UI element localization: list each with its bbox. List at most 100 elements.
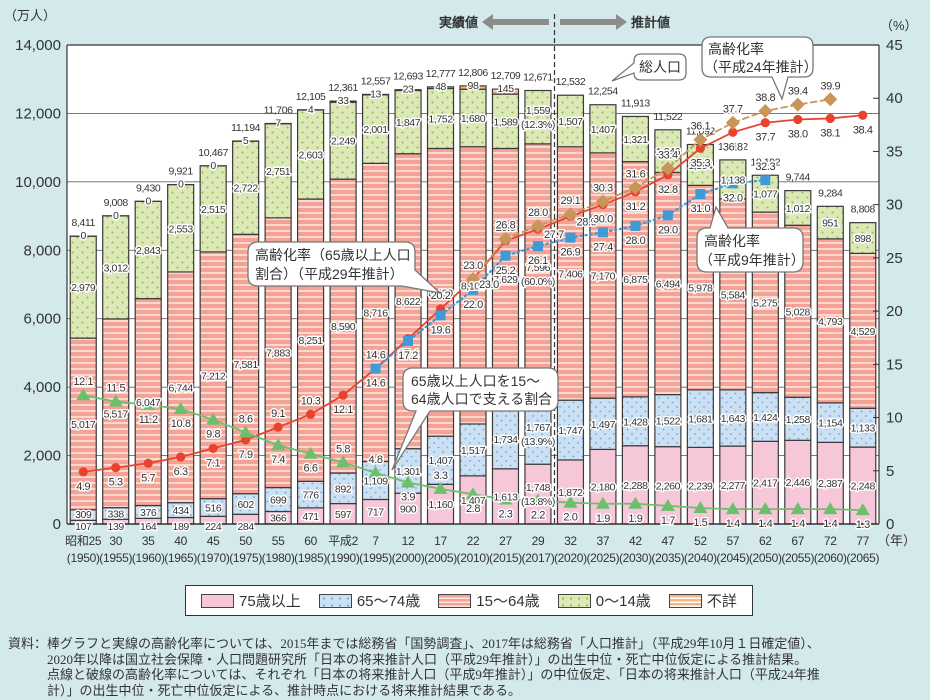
projected-values-label: 推計値	[631, 15, 670, 30]
line-value-label: 26.9	[561, 247, 581, 259]
line-value-label: 27.7	[544, 229, 564, 241]
marker-aging-rate-h9	[403, 335, 414, 346]
source-note-line: 2020年以降は国立社会保障・人口問題研究所「日本の将来推計人口（平成29年推計…	[47, 651, 808, 667]
x-tick-label-era: 35	[142, 534, 155, 548]
x-tick-label-era: 27	[499, 534, 512, 548]
bar-value-label: 2,417	[753, 478, 778, 490]
line-value-label: 27.4	[593, 241, 613, 253]
marker-support-ratio	[433, 481, 448, 494]
bar-value-label: 2,843	[136, 245, 161, 257]
bar-value-label: 951	[822, 218, 839, 230]
marker-support-ratio	[141, 397, 156, 410]
bar-segment-age75plus	[459, 475, 487, 525]
source-note-line: 計）」の出生中位・死亡中位仮定による、推計時点における将来推計結果である。	[47, 682, 521, 698]
x-tick-label-era: 22	[467, 534, 480, 548]
x-tick-label-era: 60	[304, 534, 317, 548]
bar-value-label: 8,590	[331, 321, 356, 333]
bar-value-label: 1,258	[786, 414, 811, 426]
x-tick-label-year: (2000)	[392, 551, 425, 565]
bar-segment-age0_14	[524, 89, 552, 145]
bar-total-label: 12,361	[328, 82, 358, 94]
bar-segment-age0_14	[232, 140, 260, 235]
line-value-label: 26.1	[528, 255, 548, 267]
marker-aging-rate-h29	[695, 143, 705, 153]
marker-support-ratio	[628, 496, 643, 509]
y-right-tick-label: 40	[886, 90, 903, 107]
x-tick-label-era: 52	[694, 534, 707, 548]
bar-value-label: 2,446	[786, 477, 811, 489]
line-value-label: 9.1	[271, 408, 285, 420]
callout-text: （平成24年推計）	[704, 59, 818, 75]
marker-aging-rate-h24	[530, 218, 545, 233]
bar-segment-unknown	[491, 88, 520, 95]
bar-value-label: 1,428	[623, 416, 648, 428]
line-value-label: 5.8	[336, 443, 350, 455]
bar-value-label: 3,012	[104, 262, 129, 274]
line-value-label: 32.3	[755, 161, 775, 173]
line-value-label: 1.5	[693, 517, 707, 529]
marker-support-ratio	[725, 502, 740, 515]
line-value-label: 38.1	[820, 127, 840, 139]
x-tick-label-era: 40	[174, 534, 187, 548]
bar-value-label: 1,138	[721, 174, 746, 186]
y-left-tick-label: 10,000	[15, 174, 61, 191]
bar-value-label: 602	[237, 499, 254, 511]
bar-value-label: 776	[302, 490, 319, 502]
bar-value-label: 2,180	[591, 482, 616, 494]
bar-segment-age15_64	[199, 251, 227, 500]
marker-support-ratio	[108, 394, 123, 407]
line-value-label: 39.9	[820, 80, 840, 92]
bar-segment-age75plus	[394, 492, 422, 525]
bar-value-label: 4,793	[818, 316, 843, 328]
line-value-label: 17.2	[398, 350, 418, 362]
bar-total-label: 8,808	[851, 204, 876, 216]
marker-aging-rate-h9	[532, 241, 543, 252]
bar-segment-age0_14	[329, 101, 357, 180]
line-value-label: 11.5	[106, 383, 125, 395]
bar-segment-age65_74	[654, 394, 682, 448]
bar-value-label: 1,246	[656, 146, 681, 158]
callout-text: 65歳以上人口を15～	[411, 373, 540, 389]
bar-segment-age65_74	[849, 407, 877, 448]
bar-value-label: 7,406	[558, 268, 583, 280]
legend-swatch	[557, 593, 591, 608]
bar-value-label: 4	[308, 104, 314, 116]
marker-aging-rate-h24	[790, 97, 805, 112]
bar-value-label: 2,001	[363, 124, 388, 136]
bar-total-label: 11,913	[621, 97, 650, 109]
line-value-label: 36.8	[723, 141, 743, 153]
right-axis-unit: （%）	[880, 18, 918, 33]
bar-segment-age0_14	[134, 200, 162, 300]
line-value-label: 28.0	[528, 207, 548, 219]
bar-value-label: 5,517	[104, 408, 129, 420]
line-value-label: 25.2	[496, 265, 516, 277]
marker-aging-rate-h24	[563, 207, 578, 222]
bar-value-label: 1,507	[558, 116, 583, 128]
bar-value-label: 189	[173, 521, 190, 533]
bar-value-label: 900	[400, 504, 417, 516]
line-value-label: 30.3	[593, 182, 613, 194]
marker-support-ratio	[466, 487, 480, 500]
bar-value-label: 8,103	[461, 280, 486, 292]
bar-segment-age0_14	[167, 183, 195, 273]
marker-aging-rate-h29	[111, 462, 121, 473]
x-tick-label-year: (2040)	[684, 551, 717, 565]
bar-segment-unknown	[329, 100, 357, 103]
line-value-label: 6.3	[174, 466, 188, 478]
x-tick-label-year: (1970)	[197, 551, 230, 565]
bar-total-label: 12,709	[491, 70, 521, 82]
bar-segment-age15_64	[621, 161, 650, 398]
bar-value-label: 516	[205, 503, 222, 515]
bar-value-label: 4,529	[851, 326, 876, 338]
bar-total-label: 12,532	[556, 76, 586, 88]
x-tick-label-era: 29	[532, 534, 545, 548]
bar-value-label: 1,012	[786, 203, 811, 215]
bar-total-label: 10,192	[750, 156, 780, 168]
marker-aging-rate-h9	[597, 227, 608, 238]
bar-value-label: 2,722	[233, 183, 258, 195]
line-value-label: 1.9	[596, 513, 610, 525]
marker-support-ratio	[368, 465, 383, 478]
bar-value-label: 1,589	[493, 116, 518, 128]
x-tick-label-year: (2045)	[716, 551, 749, 565]
